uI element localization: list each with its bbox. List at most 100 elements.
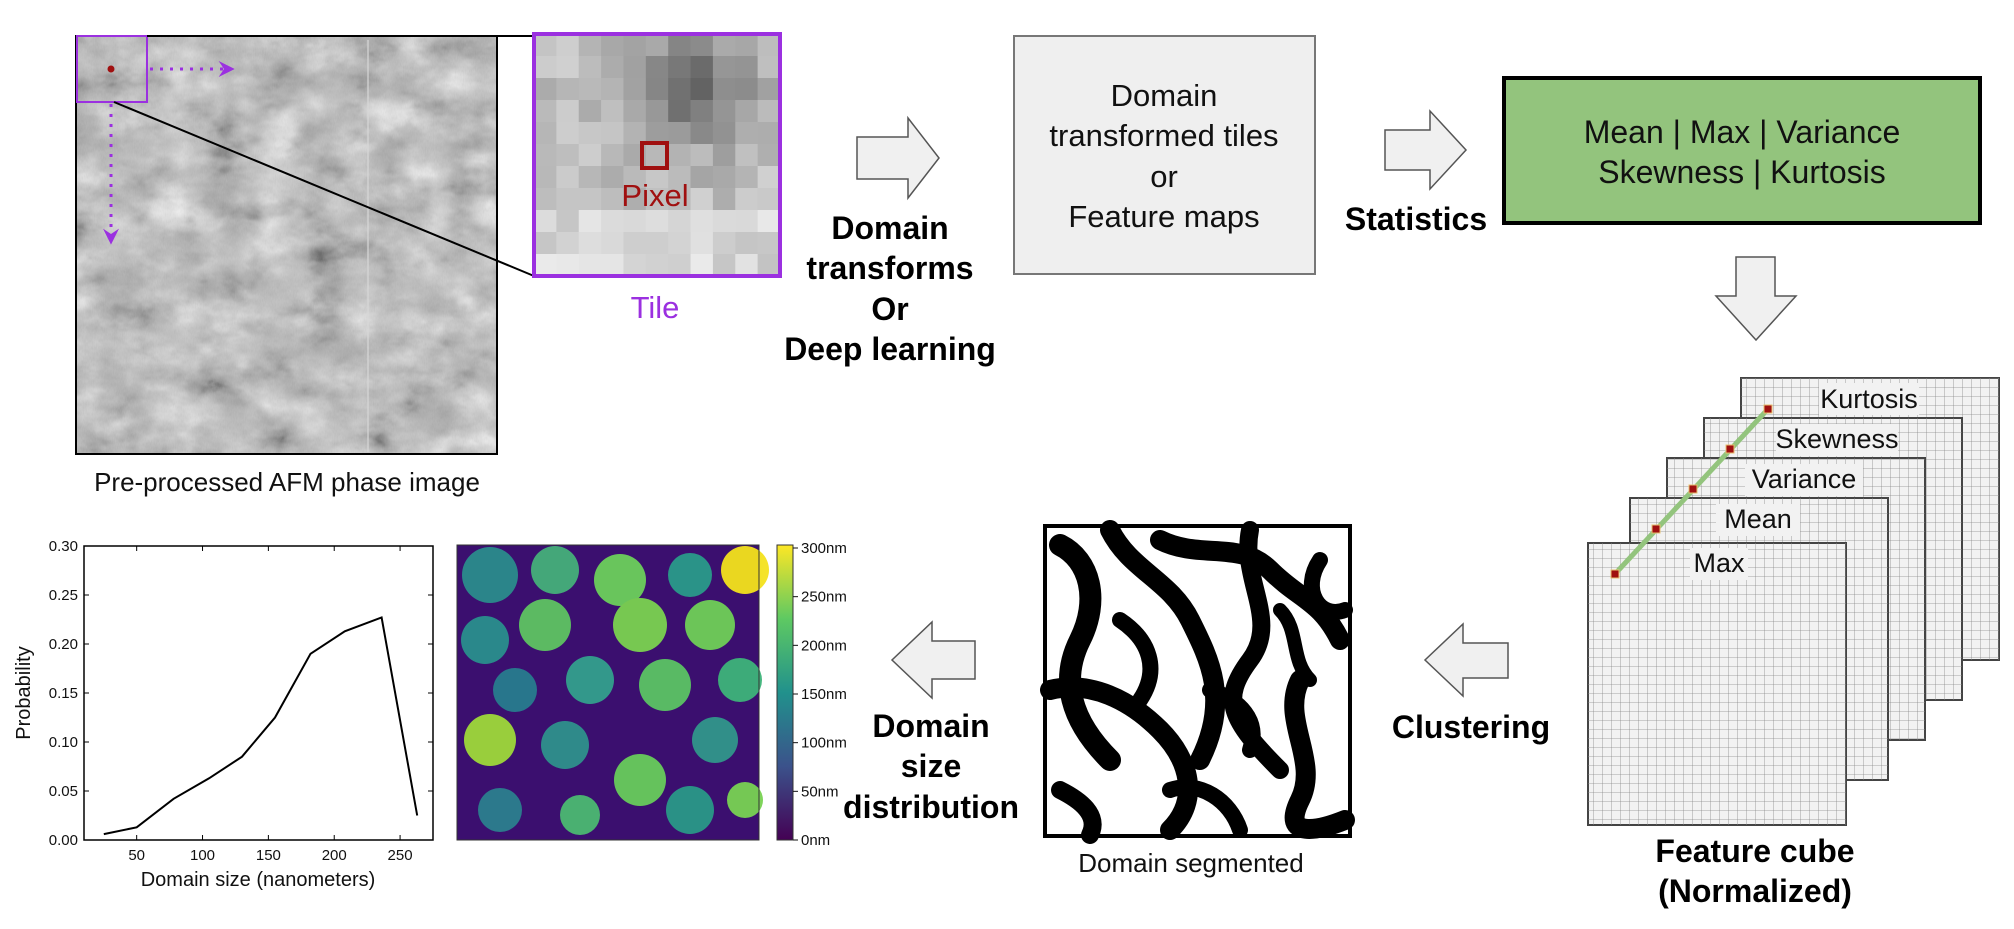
x-tick-label: 250: [388, 847, 413, 864]
tile-cell: [690, 232, 714, 255]
tile-cell: [556, 254, 580, 277]
svg-text:Domain: Domain: [872, 708, 989, 744]
tile-cell: [735, 210, 759, 233]
pixel-box: [640, 141, 669, 170]
tile-cell: [668, 34, 692, 57]
tile-cell: [601, 210, 624, 233]
tile-cell: [757, 78, 781, 101]
tile-cell: [712, 122, 736, 145]
colorbar-tick-label: 50nm: [801, 783, 839, 800]
layer-label-mean: Mean: [1724, 504, 1792, 534]
tile-cell: [690, 254, 714, 277]
colorbar-tick-label: 0nm: [801, 832, 830, 849]
tile-cell: [578, 144, 602, 167]
tile-cell: [534, 100, 557, 123]
tile-cell: [712, 232, 736, 255]
statistics-label: Statistics: [1345, 201, 1487, 237]
tile-cell: [534, 56, 557, 79]
chart-frame: [83, 545, 434, 841]
tile-cell: [690, 144, 714, 167]
colorbar-tick-label: 200nm: [801, 637, 847, 654]
tile-cell: [757, 210, 781, 233]
tile-cell: [534, 166, 557, 189]
tile-cell: [556, 144, 580, 167]
tile-cell: [690, 78, 714, 101]
tile-label: Tile: [631, 290, 680, 325]
tile-cell: [623, 78, 647, 101]
svg-text:size: size: [901, 748, 961, 784]
layer-max: Max: [1587, 542, 1847, 826]
tile-cell: [735, 144, 759, 167]
tile-cell: [735, 254, 759, 277]
svg-text:transforms: transforms: [806, 250, 973, 286]
tile-cell: [578, 122, 602, 145]
tile-cell: [690, 34, 714, 57]
feature-maps-text: Domain transformed tiles or Feature maps: [1049, 78, 1278, 234]
svg-text:Domain: Domain: [1111, 78, 1218, 113]
colorbar-tick-label: 250nm: [801, 589, 847, 606]
tile-cell: [690, 188, 714, 211]
tile-cell: [668, 166, 692, 189]
y-tick-label: 0.00: [49, 832, 78, 849]
tile-cell: [578, 34, 602, 57]
tile-cell: [556, 56, 580, 79]
tile-cell: [601, 56, 624, 79]
arrow-left-2: [890, 620, 976, 700]
tile-cell: [668, 188, 692, 211]
svg-text:transformed tiles: transformed tiles: [1049, 118, 1278, 153]
tile-cell: [623, 254, 647, 277]
tile-selector: [76, 35, 148, 103]
x-tick-label: 200: [322, 847, 347, 864]
tile-cell: [757, 144, 781, 167]
tile-cell: [757, 56, 781, 79]
layer-label-max: Max: [1693, 548, 1745, 578]
layer-label-kurtosis: Kurtosis: [1820, 384, 1918, 414]
tile-cell: [645, 100, 669, 123]
tile-cell: [578, 210, 602, 233]
y-tick-label: 0.05: [49, 783, 78, 800]
tile-cell: [534, 34, 557, 57]
tile-cell: [645, 188, 669, 211]
tile-cell: [578, 166, 602, 189]
tile-cell: [735, 232, 759, 255]
tile-cell: [690, 166, 714, 189]
tile-cell: [623, 56, 647, 79]
arrow-left-1: [1423, 622, 1509, 698]
feature-maps-box: [1013, 35, 1316, 275]
tile-cell: [735, 56, 759, 79]
tile-cell: [712, 34, 736, 57]
tile-cell: [623, 34, 647, 57]
svg-text:or: or: [1150, 159, 1178, 194]
x-tick-label: 150: [256, 847, 281, 864]
tile-cell: [668, 56, 692, 79]
tile-cell: [601, 78, 624, 101]
tile-cell: [623, 100, 647, 123]
y-tick-label: 0.30: [49, 538, 78, 555]
tile-cell: [534, 254, 557, 277]
colorbar-tick-label: 300nm: [801, 540, 847, 557]
x-axis-label: Domain size (nanometers): [141, 869, 376, 891]
distribution-chart: 50 100 150 200 250 0.00 0.05 0.10 0.15 0.20 0.25 0.…: [13, 538, 434, 891]
tile-cell: [712, 78, 736, 101]
arrow-right-1: [856, 115, 940, 201]
tile-cell: [534, 232, 557, 255]
arrow-down: [1714, 256, 1798, 342]
tile-cell: [690, 210, 714, 233]
tile-cell: [556, 210, 580, 233]
tile-cell: [556, 78, 580, 101]
y-tick-label: 0.20: [49, 636, 78, 653]
colorbar-tick-label: 150nm: [801, 686, 847, 703]
tile-zoom: [532, 32, 782, 278]
svg-text:Feature cube: Feature cube: [1655, 833, 1854, 869]
tile-cell: [712, 166, 736, 189]
tile-cell: [534, 122, 557, 145]
svg-text:distribution: distribution: [843, 789, 1019, 825]
tile-cell: [668, 122, 692, 145]
tile-cell: [757, 254, 781, 277]
tile-cell: [601, 188, 624, 211]
tile-cell: [578, 100, 602, 123]
tile-cell: [712, 144, 736, 167]
tile-cell: [623, 210, 647, 233]
tile-cell: [757, 188, 781, 211]
pixel-markers: [1610, 404, 1773, 579]
